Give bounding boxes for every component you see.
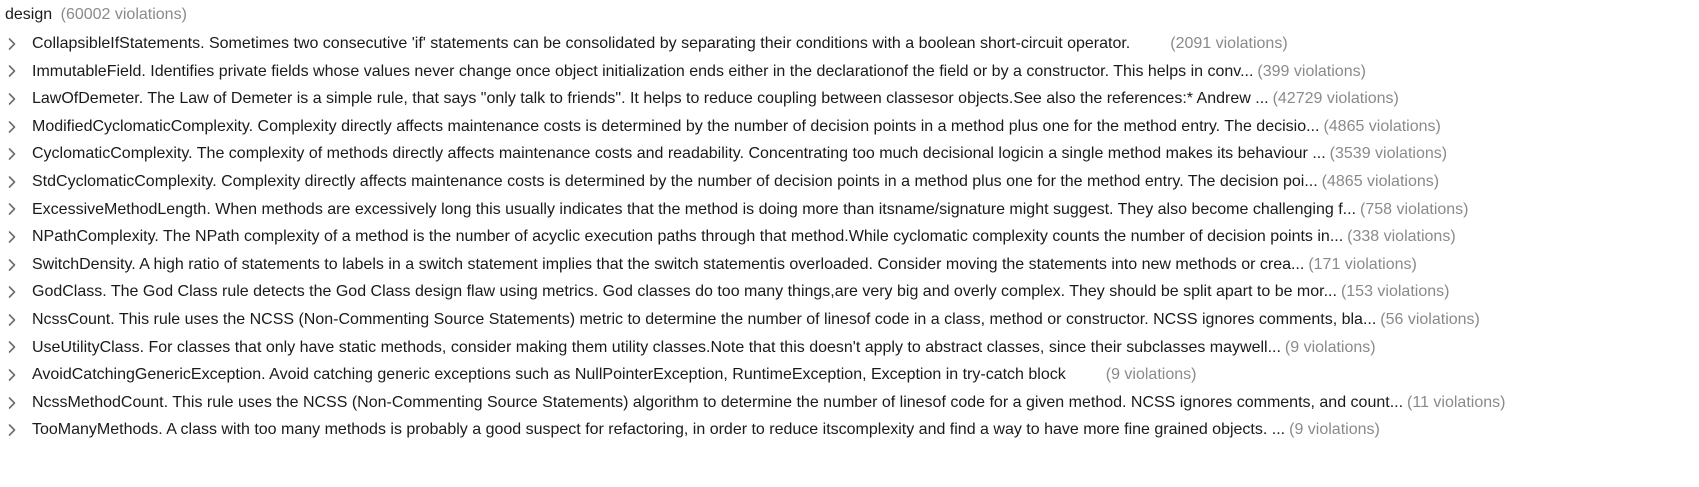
violation-count: (4865 violations) [1321,172,1440,190]
violation-count: (11 violations) [1407,393,1506,411]
chevron-right-icon[interactable] [5,306,19,334]
chevron-right-icon[interactable] [5,361,19,389]
tree-row[interactable]: ExcessiveMethodLength. When methods are … [0,196,1699,224]
chevron-right-icon[interactable] [5,30,19,58]
tree-row[interactable]: GodClass. The God Class rule detects the… [0,278,1699,306]
rule-description: CollapsibleIfStatements. Sometimes two c… [32,35,1131,52]
rule-label: NcssMethodCount. This rule uses the NCSS… [32,389,1505,417]
chevron-right-icon[interactable] [5,168,19,196]
chevron-right-icon[interactable] [5,113,19,141]
rule-label: SwitchDensity. A high ratio of statement… [32,251,1417,279]
root-violation-count: (60002 violations) [60,6,187,23]
chevron-right-icon[interactable] [5,278,19,306]
tree-row[interactable]: ModifiedCyclomaticComplexity. Complexity… [0,113,1699,141]
chevron-right-icon[interactable] [5,334,19,362]
violation-count: (3539 violations) [1329,145,1448,163]
violation-count: (2091 violations) [1170,35,1288,52]
rule-description: StdCyclomaticComplexity. Complexity dire… [32,172,1318,190]
tree-row[interactable]: NPathComplexity. The NPath complexity of… [0,223,1699,251]
rule-label: ImmutableField. Identifies private field… [32,58,1366,86]
tree-row[interactable]: UseUtilityClass. For classes that only h… [0,334,1699,362]
rule-description: AvoidCatchingGenericException. Avoid cat… [32,366,1066,384]
violation-count: (56 violations) [1380,310,1480,328]
rule-label: LawOfDemeter. The Law of Demeter is a si… [32,85,1399,113]
chevron-right-icon[interactable] [5,196,19,224]
rule-description: TooManyMethods. A class with too many me… [32,421,1286,439]
rule-label: ExcessiveMethodLength. When methods are … [32,196,1469,224]
rule-description: CyclomaticComplexity. The complexity of … [32,145,1326,163]
tree-row[interactable]: CyclomaticComplexity. The complexity of … [0,140,1699,168]
rule-description: NPathComplexity. The NPath complexity of… [32,228,1344,246]
rule-description: NcssCount. This rule uses the NCSS (Non-… [32,310,1377,328]
rule-description: LawOfDemeter. The Law of Demeter is a si… [32,90,1269,108]
rule-description: ExcessiveMethodLength. When methods are … [32,200,1356,218]
rule-description: ImmutableField. Identifies private field… [32,62,1254,80]
chevron-right-icon[interactable] [5,85,19,113]
rule-label: NcssCount. This rule uses the NCSS (Non-… [32,306,1480,334]
rule-label: CyclomaticComplexity. The complexity of … [32,140,1447,168]
tree-row[interactable]: SwitchDensity. A high ratio of statement… [0,251,1699,279]
tree-row[interactable]: NcssCount. This rule uses the NCSS (Non-… [0,306,1699,334]
rule-description: UseUtilityClass. For classes that only h… [32,338,1281,356]
rule-label: GodClass. The God Class rule detects the… [32,278,1449,306]
tree-row[interactable]: CollapsibleIfStatements. Sometimes two c… [0,30,1699,58]
rule-description: GodClass. The God Class rule detects the… [32,283,1337,301]
violation-count: (9 violations) [1105,366,1197,384]
tree-row[interactable]: AvoidCatchingGenericException. Avoid cat… [0,361,1699,389]
rule-label: NPathComplexity. The NPath complexity of… [32,223,1456,251]
root-category-label: design [5,6,53,23]
tree-row[interactable]: LawOfDemeter. The Law of Demeter is a si… [0,85,1699,113]
violation-count: (338 violations) [1347,228,1456,246]
rule-description: SwitchDensity. A high ratio of statement… [32,255,1305,273]
chevron-right-icon[interactable] [5,416,19,444]
tree-row[interactable]: TooManyMethods. A class with too many me… [0,416,1699,444]
rule-list: CollapsibleIfStatements. Sometimes two c… [0,30,1699,444]
rule-label: TooManyMethods. A class with too many me… [32,416,1380,444]
violation-count: (42729 violations) [1272,90,1399,108]
chevron-right-icon[interactable] [5,223,19,251]
rule-label: StdCyclomaticComplexity. Complexity dire… [32,168,1439,196]
chevron-right-icon[interactable] [5,58,19,86]
violation-count: (9 violations) [1284,338,1376,356]
chevron-right-icon[interactable] [5,251,19,279]
rule-label: AvoidCatchingGenericException. Avoid cat… [32,361,1196,389]
violation-count: (4865 violations) [1323,117,1441,135]
violation-count: (9 violations) [1289,421,1380,439]
chevron-right-icon[interactable] [5,389,19,417]
rule-description: NcssMethodCount. This rule uses the NCSS… [32,393,1404,411]
tree-row[interactable]: StdCyclomaticComplexity. Complexity dire… [0,168,1699,196]
tree-row[interactable]: ImmutableField. Identifies private field… [0,58,1699,86]
rule-description: ModifiedCyclomaticComplexity. Complexity… [32,117,1320,135]
violation-count: (153 violations) [1340,283,1450,301]
tree-row[interactable]: NcssMethodCount. This rule uses the NCSS… [0,389,1699,417]
rule-label: CollapsibleIfStatements. Sometimes two c… [32,30,1288,58]
violation-count: (758 violations) [1360,200,1469,218]
violation-count: (399 violations) [1257,62,1366,80]
rule-label: UseUtilityClass. For classes that only h… [32,334,1376,362]
chevron-right-icon[interactable] [5,140,19,168]
rule-label: ModifiedCyclomaticComplexity. Complexity… [32,113,1441,141]
violation-count: (171 violations) [1308,255,1417,273]
tree-root-design[interactable]: design (60002 violations) [5,4,187,26]
